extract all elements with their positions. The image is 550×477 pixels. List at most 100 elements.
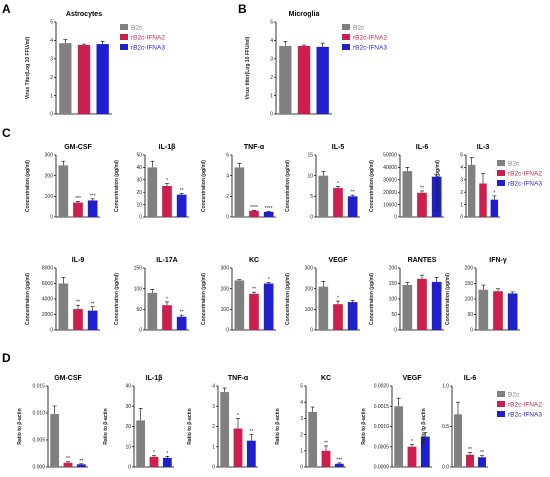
panel-letter-c: C (2, 126, 11, 140)
y-tick-label: 10 (125, 444, 131, 450)
bar-b2c (318, 286, 329, 330)
y-tick-label: 0 (310, 215, 313, 221)
legend: B2c rB2c-IFNA2 rB2c-IFNA3 (497, 160, 542, 188)
y-axis-label: Ratio to β-actin (361, 408, 367, 444)
y-tick-label: 2 (50, 75, 53, 81)
bar-rb2c-ifna3 (162, 457, 172, 467)
bar-b2c (136, 420, 146, 467)
y-tick-label: 3 (212, 404, 215, 410)
chart-title: IFN-γ (489, 257, 507, 264)
bar-rb2c-ifna3 (490, 199, 499, 217)
bar-rb2c-ifna2 (77, 45, 91, 114)
bar-b2c (402, 285, 413, 330)
legend-swatch-rb2c-ifna2 (342, 34, 350, 40)
chart-title: TNF-α (244, 144, 265, 151)
legend-swatch-b2c (120, 24, 128, 30)
y-tick-label: 4 (50, 38, 53, 44)
significance-label: ** (249, 429, 253, 435)
y-tick-label: 20000 (383, 190, 397, 196)
significance-label: *** (75, 196, 81, 202)
y-tick-label: 5 (310, 194, 313, 200)
y-tick-label: 2 (300, 432, 303, 438)
bar-rb2c-ifna2 (249, 293, 259, 330)
significance-label: ** (66, 456, 70, 462)
bar-rb2c-ifna3 (431, 176, 442, 217)
significance-label: **** (265, 206, 273, 212)
y-axis-label: Concentration (pg/ml) (201, 273, 207, 325)
chart-c3: TNF-α Concentration (pg/ml) 0 2 4 6 **** **** (201, 144, 276, 221)
y-axis-label: Concentration (pg/ml) (25, 160, 31, 212)
chart-title: IL-9 (72, 257, 85, 264)
y-tick-label: 300 (45, 153, 54, 159)
y-tick-label: 2 (226, 194, 229, 200)
y-tick-label: 100 (45, 194, 54, 200)
y-axis-label: Ratio to β-actin (421, 408, 427, 444)
legend-label: rB2c-IFNA3 (353, 45, 387, 52)
y-tick-label: 1 (460, 202, 463, 208)
y-tick-label: 0 (50, 328, 53, 334)
y-tick-label: 0 (50, 112, 53, 118)
bar-rb2c-ifna2 (233, 428, 243, 467)
bar-rb2c-ifna2 (297, 45, 311, 114)
chart-title: IL-1β (159, 144, 176, 151)
bar-rb2c-ifna3 (96, 44, 109, 114)
y-tick-label: 0.010 (32, 411, 45, 417)
bar-rb2c-ifna2 (162, 186, 172, 217)
chart-c5: IL-6 Concentration (pg/ml) 0 10000 20000 3000… (369, 144, 444, 221)
chart-c7: IL-9 Concentration (pg/ml) 0 2000 4000 6000 80… (25, 257, 100, 334)
y-tick-label: 8000 (42, 266, 53, 272)
y-tick-label: 0 (50, 215, 53, 221)
y-tick-label: 0.0000 (374, 465, 390, 471)
bar-b2c (147, 292, 158, 330)
legend-label: rB2c-IFNA2 (131, 35, 165, 42)
y-tick-label: 2000 (42, 312, 53, 318)
y-tick-label: 5 (300, 384, 303, 390)
bar-rb2c-ifna3 (316, 46, 329, 115)
panel-letter-b: B (238, 2, 247, 16)
y-tick-label: 200 (465, 266, 474, 272)
y-tick-label: 200 (305, 286, 314, 292)
y-tick-label: 30 (136, 178, 142, 184)
y-tick-label: 3 (300, 416, 303, 422)
legend-swatch-b2c (497, 391, 505, 397)
y-axis-label: Concentration (pg/ml) (369, 160, 375, 212)
legend-label: rB2c-IFNA3 (131, 45, 165, 52)
bar-rb2c-ifna3 (431, 281, 442, 330)
bar-rb2c-ifna3 (263, 211, 274, 217)
legend-label: rB2c-IFNA3 (508, 181, 542, 188)
y-tick-label: 100 (221, 307, 230, 313)
y-tick-label: 10000 (383, 202, 397, 208)
significance-label: * (411, 439, 413, 445)
bar-b2c (454, 414, 462, 467)
legend: B2c rB2c-IFNA2 rB2c-IFNA3 (342, 24, 387, 52)
significance-label: ** (480, 450, 484, 456)
y-tick-label: 0.0010 (374, 424, 390, 430)
y-tick-label: 0 (139, 328, 142, 334)
y-tick-label: 200 (389, 266, 398, 272)
chart-a: Astrocytes Virus Titer(Log 10 FFU/ml) 0 1 2 3… (25, 11, 165, 118)
bar-rb2c-ifna2 (333, 188, 343, 217)
y-axis-label: Concentration (pg/ml) (25, 273, 31, 325)
bar-rb2c-ifna3 (263, 283, 274, 330)
chart-c1: GM-CSF Concentration (pg/ml) 0 100 200 300 ***… (25, 144, 100, 221)
significance-label: ** (76, 300, 80, 306)
y-tick-label: 15 (307, 153, 313, 159)
chart-title: GM-CSF (64, 144, 92, 151)
y-tick-label: 6000 (42, 281, 53, 287)
y-tick-label: 4 (300, 400, 303, 406)
y-tick-label: 10 (136, 202, 142, 208)
y-tick-label: 0.000 (32, 465, 45, 471)
legend-label: rB2c-IFNA2 (508, 171, 542, 178)
bar-rb2c-ifna3 (87, 200, 98, 217)
bar-b2c (467, 164, 476, 217)
significance-label: **** (250, 205, 258, 211)
legend-label: rB2c-IFNA3 (508, 412, 542, 419)
y-tick-label: 0 (470, 328, 473, 334)
y-tick-label: 100 (134, 286, 143, 292)
chart-c6: IL-3 Concentration (pg/ml) 0 1 2 3 4 5 * B2c rB2c-… (435, 144, 542, 221)
bar-rb2c-ifna3 (334, 463, 344, 467)
y-tick-label: 50000 (383, 153, 397, 159)
